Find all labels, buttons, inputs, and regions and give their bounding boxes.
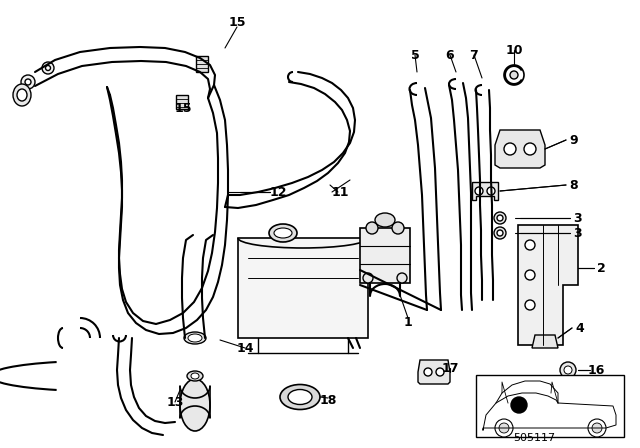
- Polygon shape: [472, 182, 498, 200]
- Ellipse shape: [187, 371, 203, 381]
- Polygon shape: [532, 335, 558, 348]
- Text: 12: 12: [269, 185, 287, 198]
- Circle shape: [497, 230, 503, 236]
- Text: 17: 17: [441, 362, 459, 375]
- Text: 9: 9: [570, 134, 579, 146]
- Ellipse shape: [280, 384, 320, 409]
- Ellipse shape: [17, 89, 27, 101]
- Text: 3: 3: [573, 227, 582, 240]
- Circle shape: [495, 419, 513, 437]
- Text: 1: 1: [404, 315, 412, 328]
- Ellipse shape: [180, 379, 210, 431]
- Ellipse shape: [288, 389, 312, 405]
- Circle shape: [497, 215, 503, 221]
- Circle shape: [366, 222, 378, 234]
- Circle shape: [525, 240, 535, 250]
- Circle shape: [494, 212, 506, 224]
- Circle shape: [504, 65, 524, 85]
- Circle shape: [499, 423, 509, 433]
- Circle shape: [560, 362, 576, 378]
- Ellipse shape: [274, 228, 292, 238]
- Text: 16: 16: [588, 363, 605, 376]
- Bar: [196, 56, 208, 72]
- Bar: [176, 95, 188, 109]
- Circle shape: [45, 65, 51, 70]
- Circle shape: [475, 187, 483, 195]
- Text: 13: 13: [166, 396, 184, 409]
- Text: 4: 4: [575, 322, 584, 335]
- Circle shape: [363, 273, 373, 283]
- Ellipse shape: [375, 213, 395, 227]
- Text: 15: 15: [228, 16, 246, 29]
- Circle shape: [524, 143, 536, 155]
- Polygon shape: [518, 225, 578, 345]
- Bar: [476, 375, 624, 437]
- Text: 11: 11: [332, 185, 349, 198]
- Circle shape: [21, 75, 35, 89]
- Polygon shape: [418, 360, 450, 384]
- Circle shape: [494, 227, 506, 239]
- Text: 2: 2: [596, 262, 605, 275]
- Text: 10: 10: [505, 43, 523, 56]
- Ellipse shape: [191, 373, 199, 379]
- Text: 505117: 505117: [513, 433, 555, 443]
- Bar: [360, 228, 410, 283]
- Text: 6: 6: [445, 48, 454, 61]
- Ellipse shape: [188, 334, 202, 342]
- Text: 7: 7: [470, 48, 478, 61]
- Circle shape: [25, 79, 31, 85]
- Text: 15: 15: [174, 102, 192, 115]
- Bar: [238, 238, 368, 338]
- Circle shape: [510, 71, 518, 79]
- Circle shape: [588, 419, 606, 437]
- Polygon shape: [495, 130, 545, 168]
- Circle shape: [504, 143, 516, 155]
- Circle shape: [424, 368, 432, 376]
- Text: 14: 14: [236, 341, 253, 354]
- Text: 18: 18: [319, 393, 337, 406]
- Circle shape: [436, 368, 444, 376]
- Text: 3: 3: [573, 211, 582, 224]
- Circle shape: [392, 222, 404, 234]
- Text: 5: 5: [411, 48, 419, 61]
- Circle shape: [487, 187, 495, 195]
- Circle shape: [525, 300, 535, 310]
- Circle shape: [397, 273, 407, 283]
- Ellipse shape: [184, 332, 206, 344]
- Circle shape: [42, 62, 54, 74]
- Ellipse shape: [269, 224, 297, 242]
- Text: 8: 8: [570, 178, 579, 191]
- Ellipse shape: [13, 84, 31, 106]
- Circle shape: [592, 423, 602, 433]
- Circle shape: [564, 366, 572, 374]
- Circle shape: [525, 270, 535, 280]
- Circle shape: [511, 397, 527, 413]
